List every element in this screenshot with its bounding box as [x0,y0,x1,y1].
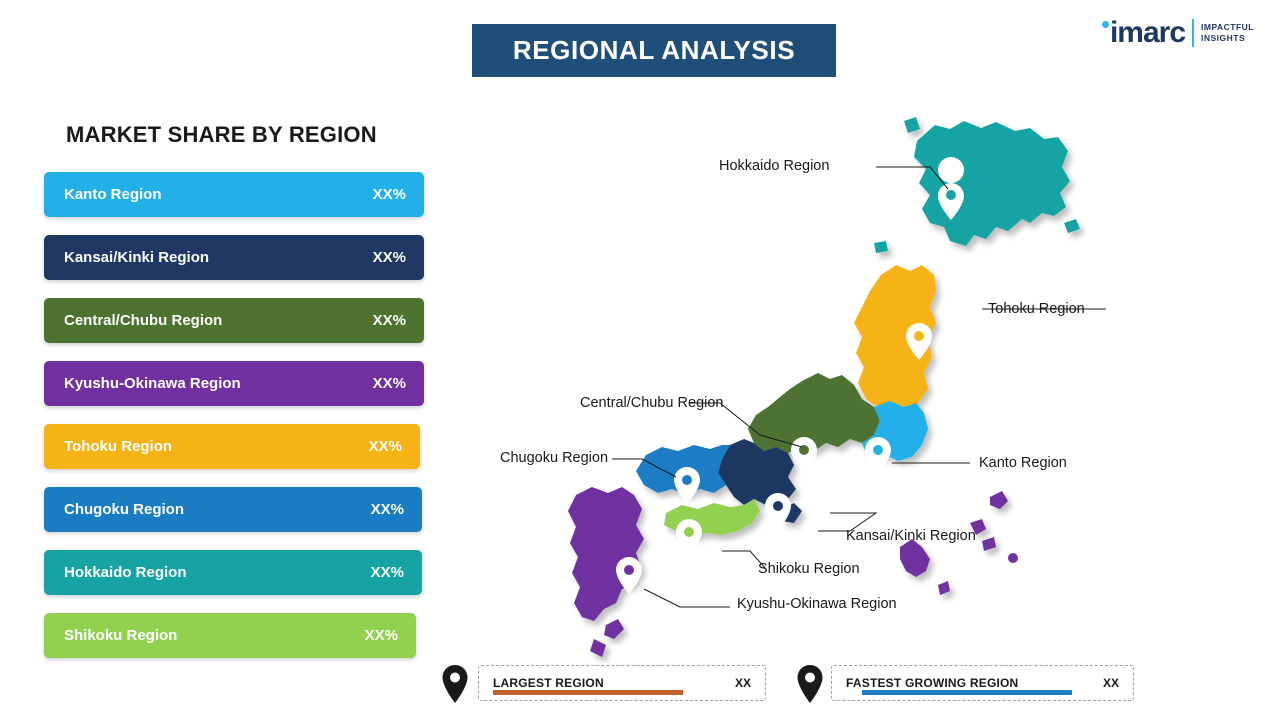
bar-label: Kanto Region [64,186,162,203]
bar-row[interactable]: Tohoku Region XX% [44,424,420,469]
map-region-chubu[interactable] [748,373,880,453]
logo-divider [1192,19,1195,47]
bar-label: Hokkaido Region [64,564,187,581]
fastest-region-box[interactable]: FASTEST GROWING REGION XX [831,665,1134,701]
bar-row[interactable]: Chugoku Region XX% [44,487,422,532]
logo-tagline: IMPACTFUL INSIGHTS [1201,22,1254,43]
page-title: REGIONAL ANALYSIS [512,35,796,65]
map-pin-shikoku[interactable] [676,519,702,556]
largest-region-underline [493,690,683,695]
bar-value: XX% [364,627,398,644]
bar-label: Shikoku Region [64,627,178,644]
map-pin-tohoku[interactable] [906,323,932,360]
map-label-chugoku: Chugoku Region [500,450,609,466]
bar-label: Tohoku Region [64,438,173,455]
bar-row[interactable]: Central/Chubu Region XX% [44,298,424,343]
region-share-bar-list: Kanto Region XX% Kansai/Kinki Region XX%… [44,172,434,676]
map-region-hokkaido[interactable] [874,117,1080,253]
map-pin-kansai[interactable] [765,493,791,530]
bar-row[interactable]: Hokkaido Region XX% [44,550,422,595]
bar-row[interactable]: Kanto Region XX% [44,172,424,217]
fastest-region-pin-icon [795,663,825,710]
map-label-chubu: Central/Chubu Region [580,395,724,411]
bar-row[interactable]: Shikoku Region XX% [44,613,416,658]
fastest-region-value: XX [1102,676,1119,690]
largest-region-label: LARGEST REGION [493,676,604,690]
bar-value: XX% [370,501,404,518]
bar-value: XX% [368,438,402,455]
map-label-kansai: Kansai/Kinki Region [846,528,976,544]
logo-text: imarc [1109,16,1186,49]
map-label-hokkaido: Hokkaido Region [719,158,830,174]
largest-region-box[interactable]: LARGEST REGION XX [478,665,766,701]
imarc-logo: imarc IMPACTFUL INSIGHTS [1101,16,1254,50]
fastest-region-underline [862,690,1072,695]
map-label-kyushu: Kyushu-Okinawa Region [737,596,897,612]
bar-row[interactable]: Kansai/Kinki Region XX% [44,235,424,280]
bar-label: Chugoku Region [64,501,184,518]
logo-tagline-line1: IMPACTFUL [1201,22,1254,33]
map-region-tohoku[interactable] [854,265,936,407]
bar-value: XX% [370,564,404,581]
logo-dot-icon [1101,21,1109,28]
largest-region-pin-icon [440,663,470,710]
fastest-region-label: FASTEST GROWING REGION [846,676,1019,690]
map-pin-kyushu[interactable] [616,557,642,594]
bar-label: Kansai/Kinki Region [64,249,210,266]
logo-tagline-line2: INSIGHTS [1201,33,1246,43]
map-label-shikoku: Shikoku Region [758,561,860,577]
map-pin-okinawa[interactable] [1000,545,1026,582]
bar-value: XX% [372,249,406,266]
map-label-kanto: Kanto Region [979,455,1067,471]
map-label-tohoku: Tohoku Region [988,301,1085,317]
bar-row[interactable]: Kyushu-Okinawa Region XX% [44,361,424,406]
bar-value: XX% [372,312,406,329]
largest-region-value: XX [734,676,751,690]
bar-value: XX% [372,186,406,203]
bar-label: Central/Chubu Region [64,312,223,329]
market-share-heading: MARKET SHARE BY REGION [66,122,377,147]
map-pin-kanto[interactable] [865,437,891,474]
page-title-banner: REGIONAL ANALYSIS [472,24,836,77]
map-pin-chubu[interactable] [791,437,817,474]
logo-wordmark: imarc [1101,16,1186,50]
bar-value: XX% [372,375,406,392]
japan-region-map [430,95,1270,665]
map-pin-hokkaido[interactable] [938,157,965,220]
map-leader-lines [612,166,1106,608]
map-pin-chugoku[interactable] [674,467,700,504]
bar-label: Kyushu-Okinawa Region [64,375,241,392]
